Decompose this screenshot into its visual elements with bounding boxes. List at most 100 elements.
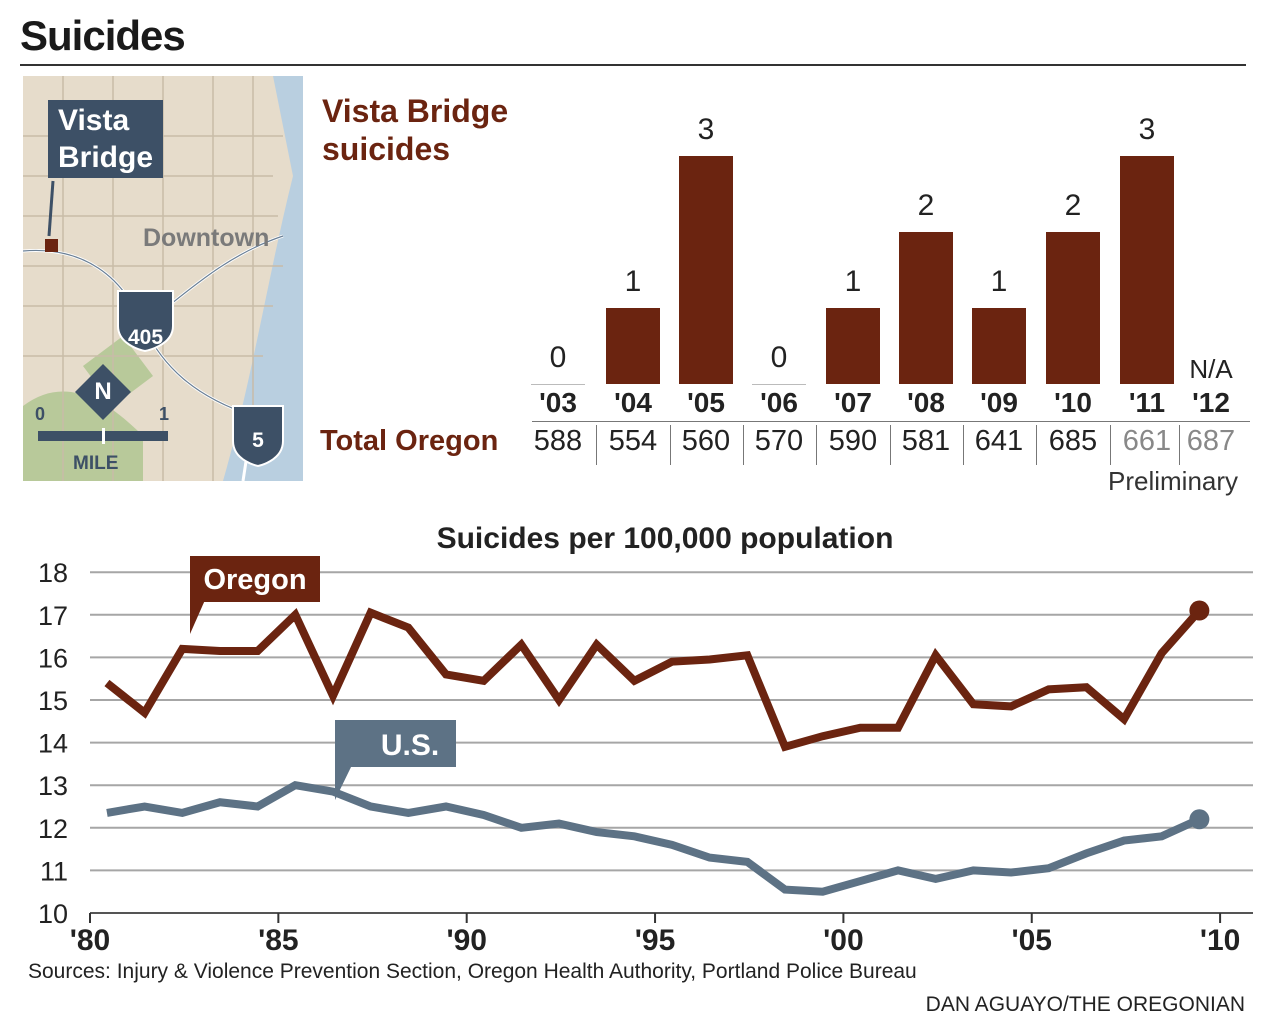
bar-category-label: '04 [614, 387, 652, 418]
map-label: Vista [58, 104, 130, 137]
series-line-oregon [104, 607, 1203, 752]
series-line-us [106, 781, 1202, 896]
cell-divider [1036, 425, 1037, 465]
zero-baseline [752, 384, 806, 385]
bar-value-label: 0 [770, 341, 788, 374]
bar [1046, 232, 1100, 384]
map-label: Bridge [58, 141, 154, 174]
bar [606, 308, 660, 384]
oregon-callout-pointer [190, 600, 205, 634]
interstate-5-shield: 5 [252, 429, 264, 452]
y-tick-label: 14 [38, 729, 68, 759]
bar [1120, 156, 1174, 384]
total-oregon-cell: 661 [1122, 425, 1172, 457]
bar-category-label: '07 [834, 387, 872, 418]
oregon-callout [190, 556, 320, 602]
scale-unit: MILE [73, 453, 119, 474]
x-tick-label: '95 [635, 924, 676, 957]
bar [972, 308, 1026, 384]
bar [826, 308, 880, 384]
bar-chart-title: Vista Bridge suicides [322, 92, 582, 168]
y-tick-label: 10 [38, 899, 68, 929]
bar-category-label: '05 [687, 387, 725, 418]
x-tick-label: '10 [1200, 924, 1241, 957]
legend-us: U.S. [381, 729, 439, 762]
y-tick-label: 15 [38, 686, 68, 716]
bar-value-label: 2 [917, 189, 935, 222]
total-oregon-cell: 687 [1186, 425, 1236, 457]
bar-category-label: '12 [1192, 387, 1230, 418]
total-oregon-cell: 588 [533, 425, 583, 457]
series-endpoint-us [1189, 809, 1210, 830]
y-tick-label: 17 [38, 601, 68, 631]
total-oregon-cell: 570 [754, 425, 804, 457]
north-label: N [94, 378, 112, 405]
bar-category-label: '08 [907, 387, 945, 418]
y-tick-label: 13 [38, 771, 68, 801]
x-tick-label: '85 [258, 924, 299, 957]
bar [899, 232, 953, 384]
bar-category-label: '09 [980, 387, 1018, 418]
title-rule [20, 64, 1246, 66]
bar-value-label: 3 [1138, 113, 1156, 146]
bar-value-label: 0 [549, 341, 567, 374]
y-tick-label: 16 [38, 643, 68, 673]
x-tick-label: '05 [1011, 924, 1052, 957]
total-oregon-cell: 560 [681, 425, 731, 457]
bar-value-label: 3 [697, 113, 715, 146]
y-tick-label: 18 [38, 558, 68, 588]
us-callout-pointer [335, 765, 352, 800]
bar-value-label: N/A [1189, 354, 1233, 384]
series-endpoint-oregon [1189, 600, 1210, 621]
bar-title-line: Vista Bridge [322, 93, 509, 129]
bar-value-label: 1 [990, 265, 1008, 298]
total-oregon-label: Total Oregon [320, 425, 499, 457]
vista-bridge-callout: Vista Bridge [48, 100, 164, 178]
cell-divider [962, 425, 964, 465]
credit: DAN AGUAYO/THE OREGONIAN [925, 993, 1245, 1016]
total-oregon-cell: 554 [608, 425, 658, 457]
y-tick-label: 12 [38, 814, 68, 844]
cell-divider [816, 425, 817, 465]
line-chart-title: Suicides per 100,000 population [436, 522, 894, 555]
bar-value-label: 1 [624, 265, 642, 298]
y-tick-label: 11 [40, 856, 68, 886]
us-callout [335, 720, 456, 767]
table-top-rule [532, 421, 1250, 422]
bar-title-line: suicides [322, 131, 451, 167]
downtown-label: Downtown [143, 224, 270, 252]
bar-value-label: 1 [844, 265, 862, 298]
sources: Sources: Injury & Violence Prevention Se… [28, 960, 917, 983]
bar-category-label: '11 [1128, 387, 1166, 418]
x-tick-label: '90 [446, 924, 487, 957]
cell-divider [669, 425, 671, 465]
interstate-405-shield: 405 [127, 326, 164, 349]
scale-start: 0 [35, 404, 46, 424]
scale-end: 1 [159, 404, 170, 424]
map-roads [23, 76, 303, 481]
legend-oregon: Oregon [203, 564, 306, 596]
locator-map: Vista Bridge Downtown 405 5 N 0 1 MILE [23, 76, 303, 481]
bar-category-label: '10 [1054, 387, 1092, 418]
cell-divider [1110, 425, 1111, 465]
bar-value-label: 2 [1064, 189, 1082, 222]
cell-divider [1179, 425, 1180, 465]
total-oregon-cell: 590 [828, 425, 878, 457]
north-arrow-icon [75, 364, 131, 420]
zero-baseline [531, 384, 585, 385]
vista-bridge-marker [45, 239, 58, 252]
total-oregon-cell: 581 [901, 425, 951, 457]
total-oregon-cell: 685 [1048, 425, 1098, 457]
cell-divider [742, 425, 744, 465]
cell-divider [889, 425, 891, 465]
total-oregon-cell: 641 [974, 425, 1024, 457]
x-tick-label: '00 [823, 924, 864, 957]
bar-category-label: '03 [539, 387, 577, 418]
x-tick-label: '80 [70, 924, 111, 957]
bar-category-label: '06 [760, 387, 798, 418]
preliminary-note: Preliminary [1108, 466, 1239, 496]
bar [679, 156, 733, 384]
page-title: Suicides [20, 12, 186, 59]
